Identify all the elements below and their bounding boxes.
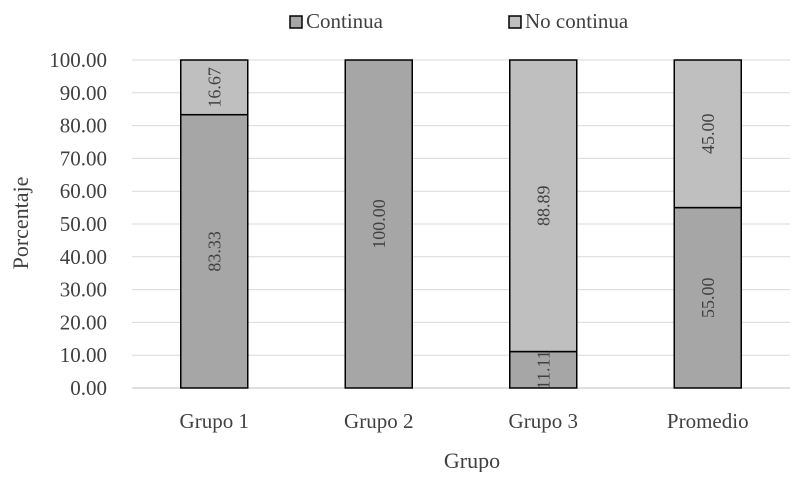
data-label: 88.89 [533, 186, 553, 227]
y-tick-label: 60.00 [60, 179, 107, 203]
x-tick-label: Promedio [667, 409, 749, 433]
legend-label-continua: Continua [306, 9, 384, 33]
y-tick-label: 40.00 [60, 245, 107, 269]
data-label: 16.67 [204, 67, 224, 108]
data-label: 11.11 [533, 350, 553, 389]
y-axis-title: Porcentaje [8, 177, 33, 270]
y-tick-label: 20.00 [60, 310, 107, 334]
y-tick-label: 100.00 [49, 48, 107, 72]
y-tick-label: 70.00 [60, 146, 107, 170]
y-tick-label: 50.00 [60, 212, 107, 236]
y-tick-label: 80.00 [60, 114, 107, 138]
data-label: 45.00 [698, 114, 718, 155]
y-tick-label: 0.00 [70, 376, 107, 400]
legend-swatch-no-continua [508, 15, 522, 29]
axes: 0.00 10.00 20.00 30.00 40.00 50.00 60.00 70.00 8… [49, 48, 748, 433]
data-label: 83.33 [204, 231, 224, 272]
bar-segment-continua [344, 59, 413, 389]
legend-label-no-continua: No continua [525, 9, 629, 33]
legend-swatch-continua [289, 15, 303, 29]
x-tick-label: Grupo 3 [509, 409, 578, 433]
bar-segment-no-continua [180, 59, 249, 116]
bar-segment-no-continua [673, 59, 742, 209]
x-tick-label: Grupo 2 [344, 409, 413, 433]
x-tick-label: Grupo 1 [180, 409, 249, 433]
bars [180, 59, 742, 389]
bar-segment-continua [180, 113, 249, 389]
legend: Continua No continua [289, 9, 629, 33]
y-tick-label: 30.00 [60, 278, 107, 302]
x-axis-title: Grupo [444, 448, 500, 472]
bar-segment-no-continua [509, 59, 578, 353]
y-tick-label: 10.00 [60, 343, 107, 367]
bar-segment-continua [509, 350, 578, 389]
data-labels: 83.33 16.67 100.00 11.11 88.89 55.00 45.00 [204, 67, 718, 389]
y-tick-label: 90.00 [60, 81, 107, 105]
data-label: 55.00 [698, 278, 718, 319]
data-label: 100.00 [369, 199, 389, 249]
